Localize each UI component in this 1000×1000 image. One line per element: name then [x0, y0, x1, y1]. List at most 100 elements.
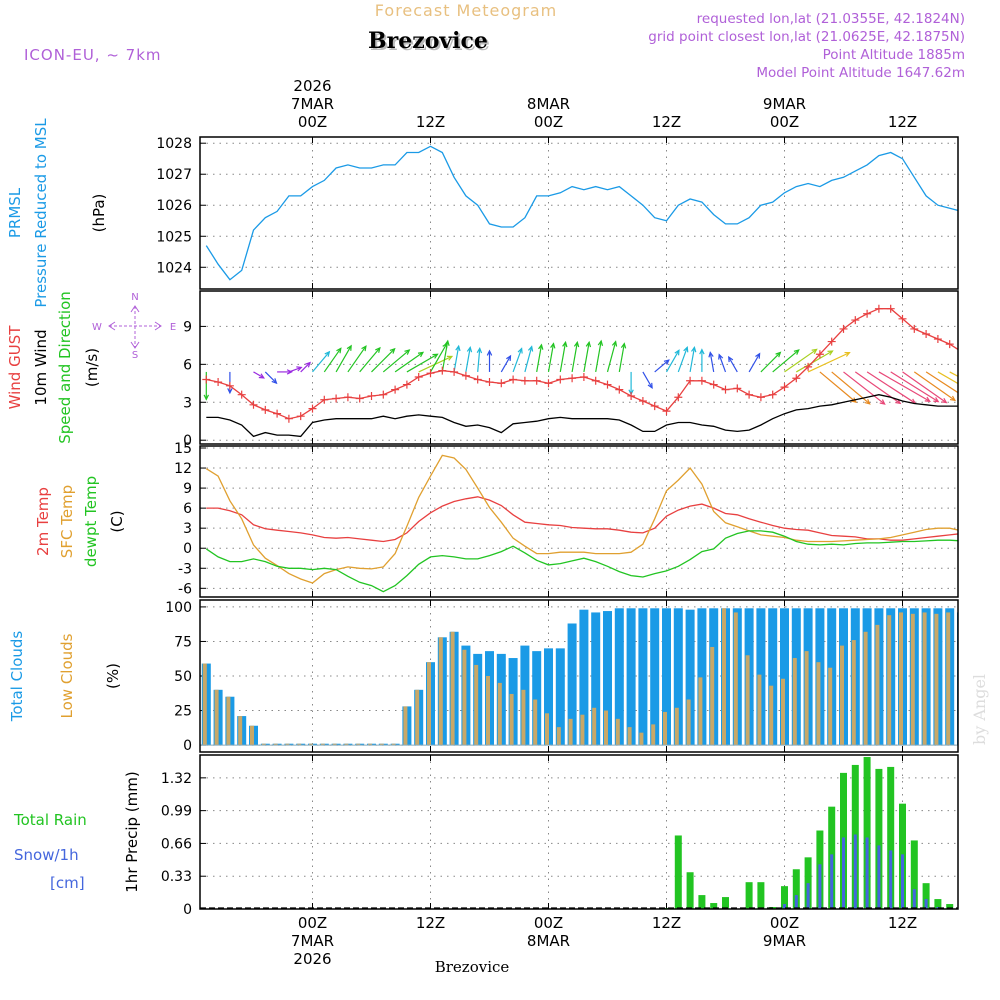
wind-arrow	[913, 371, 956, 401]
y-tick-label: 6	[183, 501, 192, 517]
wind-arrow	[559, 342, 567, 373]
wind-arrow	[949, 371, 958, 378]
wind-arrow	[890, 371, 939, 403]
panel-label: 10m Wind	[32, 329, 50, 405]
wind-arrows	[203, 339, 989, 405]
y-tick-label: 0	[183, 433, 192, 449]
gridpoint-coordinates: grid point closest lon,lat (21.0625E, 42…	[648, 29, 965, 45]
wind-arrowhead	[324, 350, 331, 357]
rain-bar	[922, 883, 930, 909]
panel-frame	[199, 754, 959, 910]
gust-marker	[450, 367, 459, 376]
bottom-tick-label: 00Z	[534, 914, 563, 932]
plot-area-clouds	[200, 608, 958, 746]
gust-marker	[225, 381, 234, 390]
panel-label: Low Clouds	[58, 633, 76, 718]
gust-marker	[296, 412, 305, 421]
wind-arrowhead	[389, 347, 396, 354]
low-cloud-bar	[710, 646, 715, 746]
gust-marker	[662, 407, 671, 416]
low-cloud-bar	[816, 662, 821, 746]
wind-arrowhead	[775, 351, 782, 358]
wind-arrowhead	[258, 373, 266, 379]
wind-arrowhead	[984, 389, 989, 393]
top-tick-label: 00Z	[298, 113, 327, 131]
gust-marker	[910, 324, 919, 333]
wind-arrowhead	[793, 349, 800, 355]
low-cloud-bar	[320, 743, 325, 746]
wind-arrow	[312, 351, 330, 373]
wind-arrow	[288, 366, 302, 373]
top-tick-label: 12Z	[888, 113, 917, 131]
wind-arrowhead	[432, 353, 439, 359]
snow-bar	[877, 845, 881, 909]
wind-arrowhead	[296, 366, 303, 372]
panel-label: Wind GUST	[6, 325, 24, 410]
wind-arrow	[524, 346, 533, 373]
wind-arrowhead	[718, 353, 724, 360]
gust-marker	[886, 304, 895, 313]
wind-arrow	[709, 352, 715, 373]
wind-arrowhead	[476, 347, 483, 354]
panel-clouds: 0 25 50 75 100 Total Clouds Low Clouds (%)	[8, 599, 959, 754]
y-tick-label: 100	[165, 600, 192, 616]
series-line-dewpt-temp	[205, 530, 958, 593]
gust-marker	[922, 329, 931, 338]
gust-marker	[603, 380, 612, 389]
wind-arrow	[748, 353, 761, 373]
wind-arrow	[323, 347, 342, 373]
low-cloud-bar	[769, 685, 774, 746]
wind-arrow	[728, 356, 738, 373]
gust-marker	[768, 390, 777, 399]
low-cloud-bar	[250, 725, 254, 746]
y-tick-label: 15	[174, 441, 192, 457]
y-tick-label: -3	[178, 561, 192, 577]
requested-coordinates: requested lon,lat (21.0355E, 42.1824N)	[697, 11, 965, 27]
total-cloud-bar	[638, 608, 648, 746]
plot-area-wind	[202, 304, 989, 438]
panel-label: (C)	[108, 510, 126, 532]
bottom-tick-label: 2026	[293, 950, 331, 968]
wind-arrow	[359, 347, 381, 373]
low-cloud-bar	[344, 743, 349, 746]
low-cloud-bar	[415, 689, 420, 746]
low-cloud-bar	[639, 732, 644, 746]
gust-marker	[874, 304, 883, 313]
low-cloud-bar	[651, 724, 656, 746]
wind-arrowhead	[844, 351, 851, 357]
rain-bar	[710, 903, 718, 909]
low-cloud-bar	[568, 718, 573, 746]
low-cloud-bar	[462, 649, 467, 746]
rain-bar	[946, 904, 954, 909]
total-cloud-bar	[579, 609, 589, 746]
low-cloud-bar	[781, 678, 785, 746]
y-tick-label: 12	[174, 461, 192, 477]
wind-arrow	[654, 359, 670, 373]
y-tick-label: 1.32	[161, 771, 192, 787]
rain-bar	[698, 895, 706, 909]
total-cloud-bar	[555, 648, 565, 746]
wind-arrowhead	[755, 352, 761, 359]
gust-marker	[933, 335, 942, 344]
low-cloud-bar	[627, 727, 632, 746]
low-cloud-bar	[686, 699, 691, 746]
point-altitude: Point Altitude 1885m	[823, 47, 965, 63]
wind-arrow	[571, 342, 578, 373]
wind-arrow	[477, 348, 481, 372]
snow-bar	[912, 889, 916, 909]
low-cloud-bar	[297, 743, 302, 746]
low-cloud-bar	[509, 693, 514, 746]
wind-arrowhead	[562, 340, 568, 348]
wind-arrow	[465, 347, 471, 373]
gust-marker	[273, 409, 282, 418]
gust-marker	[320, 395, 329, 404]
y-tick-label: 3	[183, 521, 192, 537]
low-cloud-bar	[580, 714, 585, 746]
compass-n: N	[131, 292, 138, 303]
top-tick-label: 00Z	[770, 113, 799, 131]
wind-arrowhead	[346, 344, 352, 351]
low-cloud-bar	[615, 718, 620, 746]
total-cloud-bar	[603, 611, 612, 746]
gust-marker	[367, 391, 376, 400]
